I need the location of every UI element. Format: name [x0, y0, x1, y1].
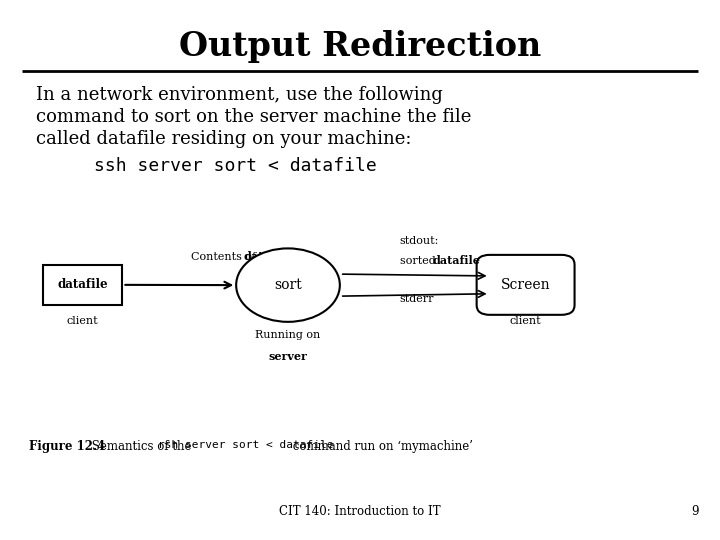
Text: datafile: datafile — [243, 251, 291, 262]
Text: command run on ‘mymachine’: command run on ‘mymachine’ — [289, 440, 474, 453]
FancyBboxPatch shape — [477, 255, 575, 315]
Text: Running on: Running on — [256, 330, 320, 341]
FancyBboxPatch shape — [43, 265, 122, 305]
Ellipse shape — [236, 248, 340, 322]
Text: sorted: sorted — [400, 256, 439, 266]
Text: Semantics of the: Semantics of the — [88, 440, 195, 453]
Text: ssh server sort < datafile: ssh server sort < datafile — [94, 157, 377, 174]
Text: called datafile residing on your machine:: called datafile residing on your machine… — [36, 130, 412, 147]
Text: client: client — [510, 316, 541, 326]
Text: sort: sort — [274, 278, 302, 292]
Text: datafile: datafile — [58, 278, 108, 292]
Text: stdout:: stdout: — [400, 235, 439, 246]
Text: datafile: datafile — [433, 255, 480, 266]
Text: In a network environment, use the following: In a network environment, use the follow… — [36, 86, 443, 104]
Text: Screen: Screen — [501, 278, 550, 292]
Text: Figure 12.4: Figure 12.4 — [29, 440, 105, 453]
Text: CIT 140: Introduction to IT: CIT 140: Introduction to IT — [279, 505, 441, 518]
Text: stderr: stderr — [400, 294, 434, 305]
Text: server: server — [269, 351, 307, 362]
Text: Contents of: Contents of — [191, 252, 259, 262]
Text: 9: 9 — [691, 505, 698, 518]
Text: command to sort on the server machine the file: command to sort on the server machine th… — [36, 108, 472, 126]
Text: Output Redirection: Output Redirection — [179, 30, 541, 63]
Text: client: client — [67, 316, 99, 326]
Text: rsh server sort < datafile: rsh server sort < datafile — [158, 440, 334, 450]
